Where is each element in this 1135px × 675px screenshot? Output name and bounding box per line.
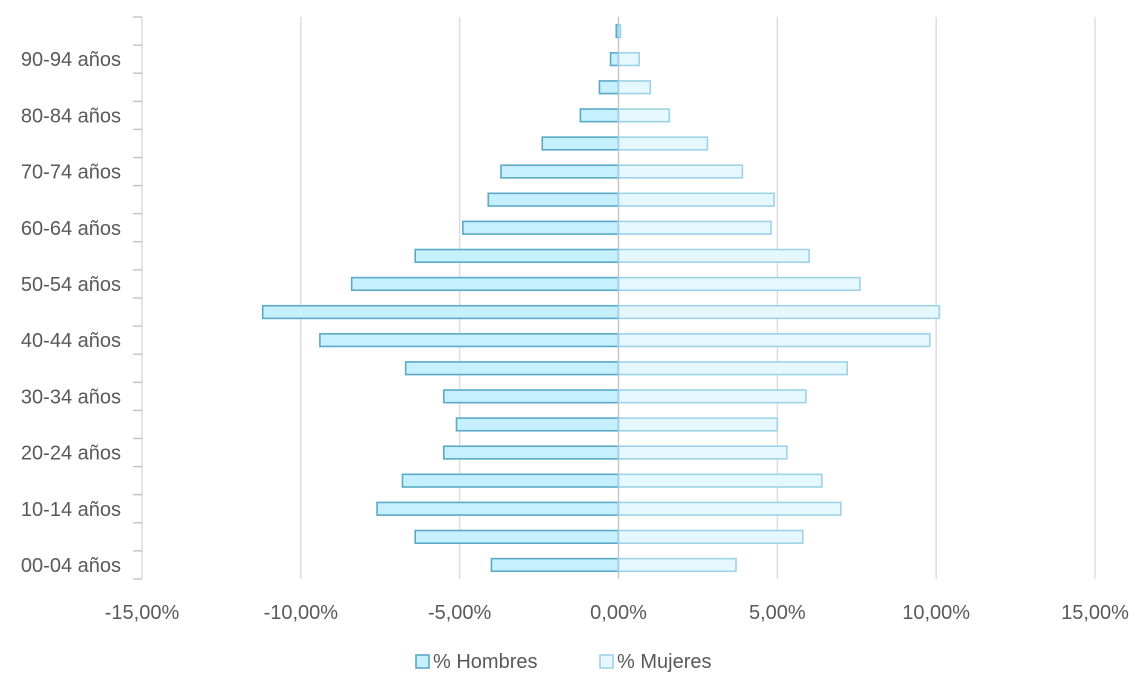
bar-hombres-16: [579, 108, 620, 123]
x-tick-label: 15,00%: [1061, 602, 1129, 624]
bar-mujeres-2: [617, 501, 842, 516]
bar-hombres-9: [261, 304, 620, 320]
bar-mujeres-10: [617, 276, 861, 292]
y-tick-label: 20-24 años: [21, 443, 121, 465]
legend-label-mujeres: % Mujeres: [617, 651, 711, 673]
legend-label-hombres: % Hombres: [433, 651, 537, 673]
bar-hombres-11: [414, 248, 620, 263]
bar-mujeres-1: [617, 529, 804, 544]
y-tick-label: 80-84 años: [21, 105, 121, 127]
bar-hombres-5: [455, 417, 620, 432]
bar-mujeres-6: [617, 389, 807, 404]
bar-mujeres-9: [617, 304, 941, 320]
y-tick-label: 00-04 años: [21, 555, 121, 577]
bar-mujeres-8: [617, 333, 931, 348]
y-tick-label: 70-74 años: [21, 162, 121, 184]
x-tick-label: 5,00%: [749, 602, 806, 624]
bar-hombres-15: [541, 136, 620, 151]
bar-hombres-7: [404, 361, 620, 376]
bar-hombres-0: [490, 557, 620, 573]
bar-hombres-2: [376, 501, 620, 516]
y-tick-label: 50-54 años: [21, 274, 121, 296]
y-tick-label: 30-34 años: [21, 386, 121, 408]
bar-hombres-17: [598, 80, 620, 95]
y-axis: [133, 16, 620, 580]
bar-mujeres-15: [617, 136, 709, 151]
bar-hombres-1: [414, 529, 620, 544]
bar-hombres-10: [350, 276, 620, 292]
y-axis-tick-labels: 00-04 años 10-14 años 20-24 años 30-34 años…: [21, 49, 121, 577]
x-tick-label: -10,00%: [264, 602, 339, 624]
gridlines: [141, 17, 1096, 579]
x-tick-label: -5,00%: [428, 602, 492, 624]
bar-hombres-14: [500, 164, 620, 179]
y-tick-label: 90-94 años: [21, 49, 121, 71]
y-tick-label: 40-44 años: [21, 330, 121, 352]
bar-mujeres-19: [617, 23, 622, 39]
bar-mujeres-16: [617, 108, 671, 123]
bar-hombres-3: [401, 473, 620, 488]
y-tick-label: 10-14 años: [21, 499, 121, 521]
bar-mujeres-14: [617, 164, 744, 179]
y-tick-label: 60-64 años: [21, 218, 121, 240]
bar-mujeres-5: [617, 417, 779, 432]
bar-mujeres-4: [617, 445, 788, 460]
bar-hombres-6: [442, 389, 620, 404]
legend-swatch-mujeres: [599, 654, 614, 669]
bar-mujeres-7: [617, 361, 849, 376]
bar-hombres-12: [462, 220, 620, 235]
bar-mujeres-18: [617, 52, 640, 67]
x-tick-label: -15,00%: [105, 602, 180, 624]
x-axis-tick-labels: -15,00% -10,00% -5,00% 0,00% 5,00% 10,00% 15,0…: [105, 602, 1129, 624]
bar-hombres-18: [609, 52, 620, 67]
bar-hombres-13: [487, 192, 620, 207]
legend: % Hombres % Mujeres: [415, 651, 711, 673]
bar-mujeres-0: [617, 557, 737, 573]
bar-hombres-8: [319, 333, 620, 348]
bar-mujeres-12: [617, 220, 772, 235]
legend-swatch-hombres: [415, 654, 430, 669]
bar-hombres-4: [442, 445, 620, 460]
x-tick-label: 10,00%: [902, 602, 970, 624]
x-tick-label: 0,00%: [590, 602, 647, 624]
bar-mujeres-11: [617, 248, 810, 263]
bar-mujeres-13: [617, 192, 775, 207]
bar-mujeres-17: [617, 80, 652, 95]
bar-mujeres-3: [617, 473, 823, 488]
bars: [261, 23, 941, 573]
